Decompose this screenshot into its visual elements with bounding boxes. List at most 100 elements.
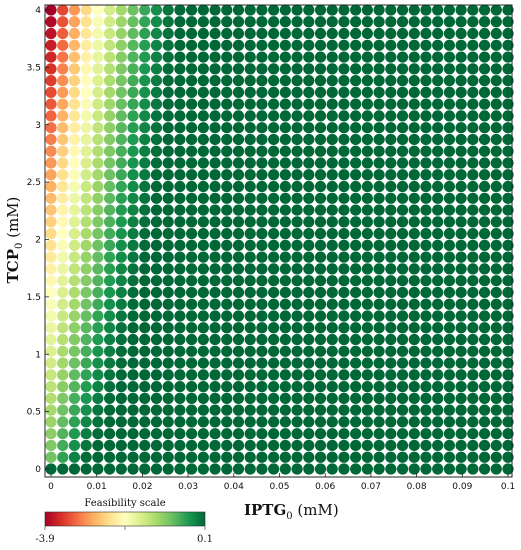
grid-point [338, 169, 350, 181]
grid-point [244, 404, 256, 416]
grid-point [186, 263, 198, 275]
grid-point [162, 145, 174, 157]
grid-point [57, 75, 69, 87]
grid-point [467, 169, 479, 181]
grid-point [45, 392, 57, 404]
grid-point [197, 263, 209, 275]
grid-point [186, 204, 198, 216]
grid-point [209, 451, 221, 463]
grid-point [221, 157, 233, 169]
grid-point [209, 392, 221, 404]
grid-point [80, 439, 92, 452]
grid-point [338, 27, 350, 40]
grid-point [396, 251, 409, 263]
grid-point [303, 428, 315, 440]
grid-point [244, 157, 256, 169]
grid-point [455, 369, 467, 381]
grid-point [455, 428, 467, 440]
grid-point [279, 333, 291, 346]
grid-point [162, 98, 174, 110]
grid-point [244, 357, 256, 369]
y-axis-ticks: 00.511.522.533.54 [27, 6, 49, 475]
grid-point [502, 392, 514, 404]
grid-point [256, 169, 268, 181]
grid-point [186, 333, 198, 346]
grid-point [244, 428, 256, 440]
grid-point [103, 439, 116, 452]
grid-point [268, 322, 280, 334]
grid-point [232, 157, 245, 169]
grid-point [68, 357, 81, 369]
grid-point [408, 439, 420, 452]
grid-point [127, 216, 139, 228]
grid-point [57, 392, 69, 404]
grid-point [291, 392, 303, 404]
grid-point [291, 180, 303, 193]
grid-point [209, 251, 221, 263]
grid-point [432, 345, 444, 357]
grid-point [186, 286, 198, 299]
grid-point [150, 16, 163, 28]
grid-point [385, 239, 397, 252]
grid-point [279, 51, 291, 63]
grid-point [361, 75, 373, 87]
grid-point [174, 404, 186, 416]
grid-point [291, 239, 303, 252]
grid-point [244, 369, 256, 381]
grid-point [467, 381, 479, 393]
grid-point [103, 298, 116, 310]
grid-point [150, 157, 163, 169]
grid-point [268, 4, 280, 16]
grid-point [57, 404, 69, 416]
grid-point [385, 333, 397, 346]
grid-point [115, 310, 127, 322]
grid-point [502, 204, 514, 216]
grid-point [396, 298, 409, 310]
grid-point [221, 392, 233, 404]
grid-point [103, 451, 116, 463]
grid-point [80, 357, 92, 369]
grid-point [279, 275, 291, 287]
grid-point [478, 133, 491, 146]
grid-point [197, 228, 209, 240]
grid-point [443, 416, 456, 428]
grid-point [268, 463, 280, 475]
grid-point [420, 428, 432, 440]
grid-point [350, 275, 362, 287]
grid-point [209, 169, 221, 181]
grid-point [490, 404, 502, 416]
grid-point [232, 4, 245, 16]
grid-point [92, 75, 104, 87]
grid-point [455, 439, 467, 452]
grid-point [326, 322, 338, 334]
grid-point [279, 439, 291, 452]
grid-point [103, 428, 116, 440]
grid-point [92, 381, 104, 393]
grid-point [373, 286, 385, 299]
grid-point [361, 345, 373, 357]
grid-point [455, 463, 467, 475]
grid-point [232, 286, 245, 299]
grid-point [174, 216, 186, 228]
grid-point [279, 180, 291, 193]
grid-point [396, 345, 409, 357]
x-tick-label: 0.07 [361, 482, 381, 492]
grid-point [186, 75, 198, 87]
grid-point [420, 180, 432, 193]
grid-point [455, 157, 467, 169]
grid-point [478, 239, 491, 252]
grid-point [420, 39, 432, 51]
grid-point [338, 204, 350, 216]
grid-point [68, 428, 81, 440]
grid-point [373, 322, 385, 334]
grid-point [68, 310, 81, 322]
grid-point [57, 416, 69, 428]
grid-point [162, 157, 174, 169]
grid-point [455, 192, 467, 204]
grid-point [291, 345, 303, 357]
y-axis-title: TCP0 (mM) [4, 197, 25, 284]
grid-point [420, 133, 432, 146]
grid-point [232, 439, 245, 452]
grid-point [408, 157, 420, 169]
grid-point [326, 357, 338, 369]
